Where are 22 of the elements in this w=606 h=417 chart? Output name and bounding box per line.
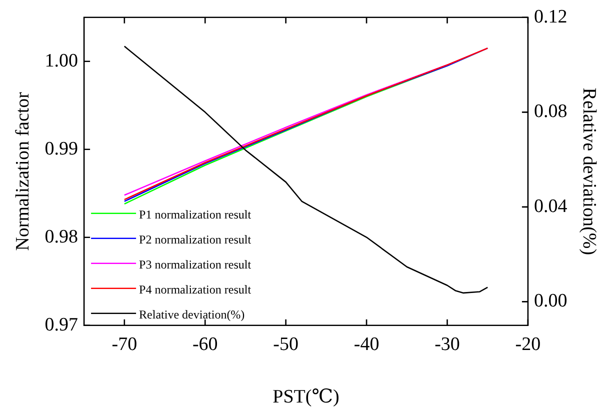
y2-tick-label: 0.08 <box>534 101 568 122</box>
legend-label: P4 normalization result <box>139 282 252 297</box>
y-tick-label: 0.97 <box>44 314 78 336</box>
x-tick-label: -40 <box>354 334 380 355</box>
y-tick-label: 0.99 <box>44 138 78 160</box>
x-tick-label: -20 <box>515 334 541 355</box>
x-tick-label: -30 <box>434 334 460 355</box>
x-tick-label: -70 <box>112 334 138 355</box>
legend-label: P1 normalization result <box>139 208 252 222</box>
legend-label: P3 normalization result <box>139 258 252 272</box>
y-tick-label: 0.98 <box>44 226 78 248</box>
legend-label: P2 normalization result <box>139 232 252 247</box>
x-tick-label: -50 <box>273 334 298 355</box>
y2-tick-label: 0.00 <box>534 290 568 312</box>
legend-label: Relative deviation(%) <box>139 308 245 322</box>
y2-axis-title: Relative deviation(%) <box>578 88 600 256</box>
x-tick-label: -60 <box>192 334 218 355</box>
x-axis-title: PST(℃) <box>272 386 340 408</box>
y-tick-label: 1.00 <box>44 50 78 72</box>
y2-tick-label: 0.12 <box>534 6 568 28</box>
y2-tick-label: 0.04 <box>534 196 568 217</box>
y-axis-title: Normalization factor <box>12 91 34 251</box>
